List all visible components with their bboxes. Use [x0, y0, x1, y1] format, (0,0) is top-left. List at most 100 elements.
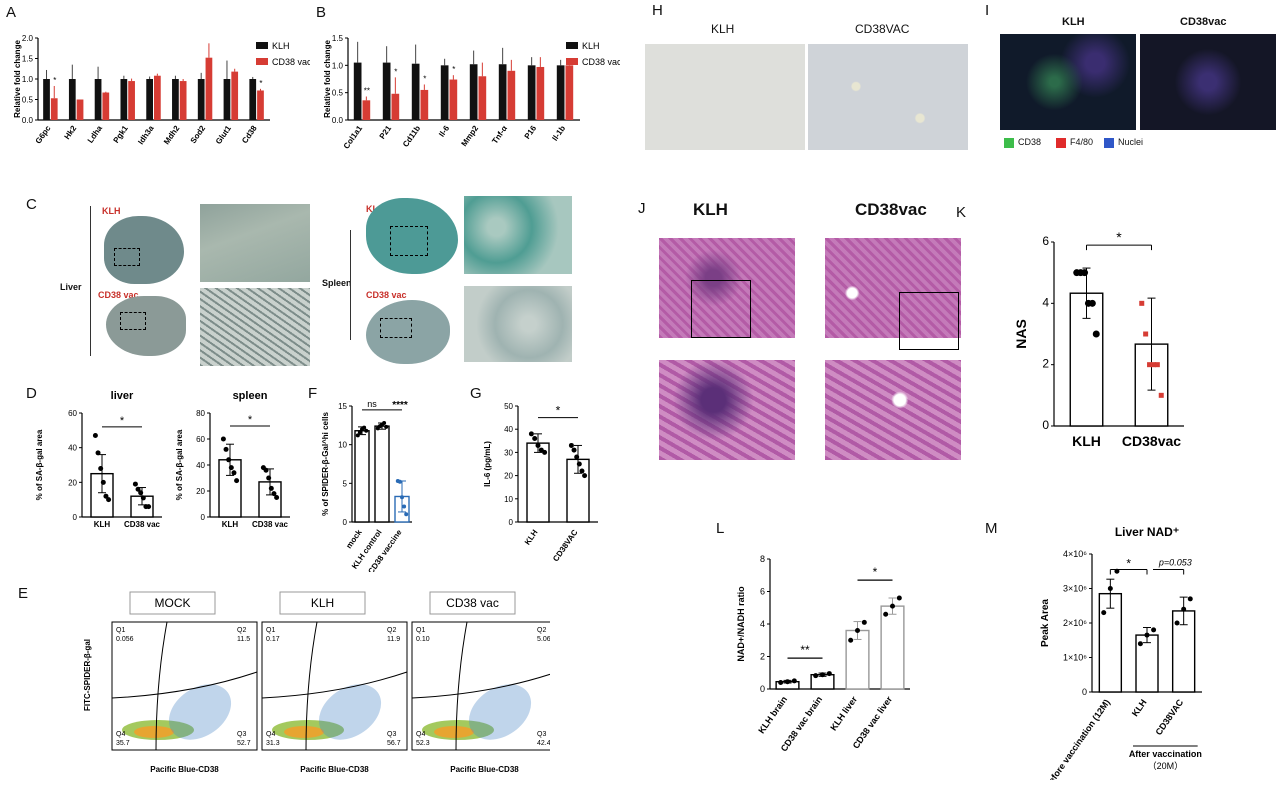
bar	[43, 79, 50, 120]
data-point	[263, 467, 269, 473]
data-point	[135, 486, 141, 492]
flow-scatter	[168, 684, 232, 740]
sig-mark: *	[1116, 229, 1122, 245]
y-axis-label: NAS	[1013, 319, 1029, 349]
j-vac-high	[825, 360, 961, 460]
x-tick-label: P21	[378, 124, 394, 141]
y-tick-label: 1×10⁶	[1063, 653, 1087, 663]
data-point	[532, 435, 538, 441]
data-point	[138, 490, 144, 496]
sig-mark: *	[120, 415, 125, 427]
bar	[94, 79, 102, 120]
y-tick-label: 0	[343, 518, 348, 527]
data-point	[384, 424, 389, 429]
y-axis-label: % of SA-β-gal area	[35, 429, 44, 500]
x-tick-label: P16	[523, 124, 539, 141]
data-point	[542, 449, 548, 455]
data-point	[1101, 610, 1107, 616]
data-point	[576, 461, 582, 467]
q3-name: Q3	[537, 731, 546, 738]
flow-x-label: Pacific Blue-CD38	[300, 765, 369, 774]
data-point	[848, 637, 854, 643]
group-label: After vaccination	[1129, 749, 1202, 759]
sig-mark: *	[248, 414, 253, 426]
bar	[527, 65, 536, 120]
sig-mark: *	[53, 76, 56, 85]
legend-label: KLH	[582, 41, 600, 51]
data-point	[1174, 620, 1180, 626]
spleen-klh-section	[366, 198, 458, 274]
y-tick-label: 30	[504, 448, 513, 457]
data-point	[1088, 299, 1096, 307]
y-tick-label: 6	[1042, 234, 1049, 248]
data-point	[231, 470, 237, 476]
data-point	[1150, 362, 1156, 368]
x-tick-label: Il-6	[437, 124, 451, 139]
x-tick-label: Col1a1	[342, 124, 365, 151]
bar	[205, 57, 213, 120]
chart-d-spleen: 0 20 40 60 80 % of SA-β-gal area spleen KLH CD38…	[175, 390, 290, 529]
y-tick-label: 2.0	[22, 34, 34, 43]
bar	[880, 605, 905, 690]
c-klh-liver-label: KLH	[102, 206, 121, 216]
data-point	[890, 603, 895, 609]
y-tick-label: 1.5	[332, 34, 344, 43]
data-point	[574, 454, 580, 460]
chart-d-liver: 0 20 40 60 % of SA-β-gal area liver KLH CD38 va…	[35, 390, 162, 529]
data-point	[896, 595, 902, 601]
y-axis-label: Relative fold change	[13, 40, 22, 118]
bar	[76, 99, 84, 120]
y-tick-label: 0	[73, 513, 78, 522]
bar	[120, 79, 128, 120]
data-point	[1154, 362, 1160, 368]
x-tick-label: G6pc	[34, 124, 53, 146]
bar	[353, 62, 362, 120]
panel-j: KLH CD38vac	[655, 196, 965, 466]
flow-scatter	[318, 684, 382, 740]
flow-title-box	[279, 591, 366, 615]
bar	[128, 81, 135, 120]
x-tick-label: mock	[344, 528, 364, 551]
q1-value: 0.056	[116, 636, 134, 643]
panel-h: KLH CD38VAC	[645, 20, 970, 150]
x-tick-label: CD38 vac	[124, 520, 161, 529]
q1-name: Q1	[116, 627, 125, 634]
panel-e: FITC-SPIDER-β-gal MOCK Q1 0.056 Q2 11.5 Q4 35.7…	[80, 590, 558, 781]
y-tick-label: 15	[338, 402, 347, 411]
y-tick-label: 60	[68, 409, 77, 418]
data-point	[861, 619, 867, 625]
data-point	[268, 485, 274, 491]
data-point	[98, 465, 104, 471]
flow-x-label: Pacific Blue-CD38	[150, 765, 219, 774]
y-tick-label: 4×10⁶	[1063, 549, 1087, 559]
y-tick-label: 0	[760, 684, 765, 694]
q3-value: 42.4	[537, 740, 550, 747]
panel-label-c: C	[26, 196, 37, 213]
data-point	[1092, 330, 1100, 338]
x-tick-label: Glut1	[214, 124, 233, 146]
flow-gate-horizontal	[411, 671, 558, 699]
data-point	[1139, 300, 1145, 306]
bar	[420, 89, 429, 120]
panel-label-m: M	[985, 520, 998, 537]
data-point	[1147, 362, 1153, 368]
x-tick-label: Cd11b	[401, 124, 422, 149]
x-tick-label: Cd38	[240, 124, 259, 146]
flow-title-box	[129, 591, 216, 615]
y-tick-label: 0	[1042, 418, 1049, 432]
panel-label-f: F	[308, 385, 318, 402]
data-point	[1107, 586, 1113, 591]
bar	[197, 79, 205, 120]
chart-g: 0 10 20 30 40 50 IL-6 (pg/mL) KLH CD38VAC *	[483, 402, 598, 563]
sig-mark: ns	[367, 399, 377, 409]
sig-mark: **	[364, 86, 370, 95]
bar	[507, 70, 516, 120]
bar	[249, 79, 257, 120]
q4-name: Q4	[416, 731, 425, 738]
y-tick-label: 50	[504, 402, 513, 411]
y-tick-label: 3×10⁶	[1063, 584, 1087, 594]
data-point	[106, 497, 112, 503]
